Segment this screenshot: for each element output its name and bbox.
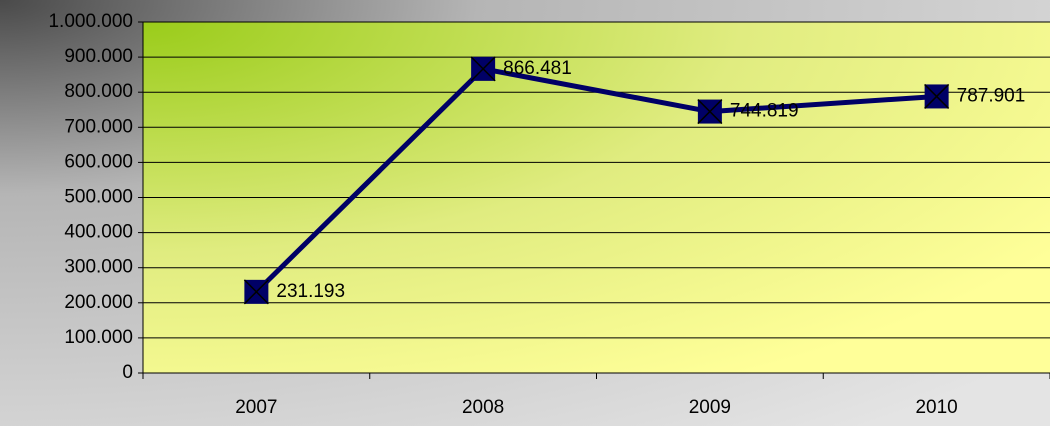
y-tick-label: 100.000 bbox=[64, 327, 133, 348]
y-tick-label: 500.000 bbox=[64, 187, 133, 208]
data-label: 787.901 bbox=[957, 85, 1026, 106]
y-tick-label: 0 bbox=[122, 362, 133, 383]
data-label: 231.193 bbox=[276, 281, 345, 302]
y-tick-label: 600.000 bbox=[64, 151, 133, 172]
x-tick-label: 2009 bbox=[689, 397, 731, 418]
y-tick-label: 1.000.000 bbox=[48, 11, 133, 32]
y-tick-label: 300.000 bbox=[64, 257, 133, 278]
y-tick-label: 200.000 bbox=[64, 292, 133, 313]
data-label: 866.481 bbox=[503, 58, 572, 79]
x-tick-label: 2010 bbox=[915, 397, 957, 418]
x-tick-label: 2008 bbox=[462, 397, 504, 418]
series-line bbox=[254, 66, 937, 294]
data-label: 744.819 bbox=[730, 101, 799, 122]
marker-cross bbox=[243, 279, 269, 305]
marker-cross bbox=[924, 83, 950, 109]
y-tick-label: 800.000 bbox=[64, 81, 133, 102]
marker-cross bbox=[697, 99, 723, 125]
marker-cross bbox=[470, 56, 496, 82]
y-tick-label: 900.000 bbox=[64, 46, 133, 67]
y-tick-label: 400.000 bbox=[64, 222, 133, 243]
y-tick-label: 700.000 bbox=[64, 116, 133, 137]
x-tick-label: 2007 bbox=[235, 397, 277, 418]
